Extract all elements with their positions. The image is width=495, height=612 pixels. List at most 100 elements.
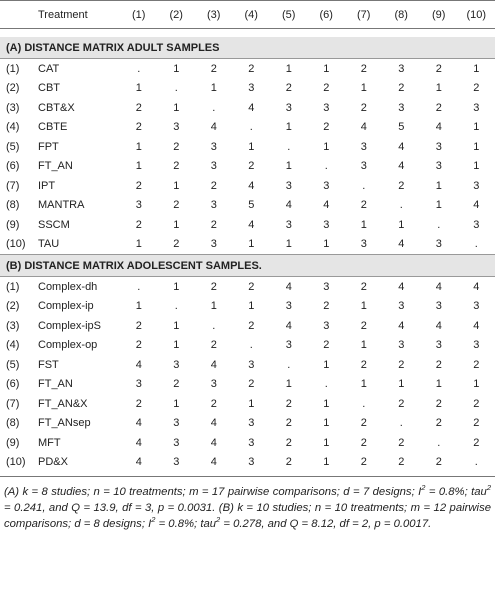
distance: 1 (135, 238, 142, 251)
distance: 2 (248, 62, 255, 75)
distance: 2 (473, 358, 480, 371)
distance: 4 (135, 417, 142, 430)
distance: 1 (173, 101, 180, 114)
distance: 1 (360, 218, 367, 231)
header-cell: (9) (420, 0, 458, 29)
distance: 1 (248, 140, 255, 153)
distance: 3 (173, 417, 180, 430)
distance: 3 (473, 101, 480, 114)
header-cell: (3) (195, 0, 233, 29)
distance: 2 (435, 397, 442, 410)
distance: 4 (248, 101, 255, 114)
distance: 3 (173, 436, 180, 449)
treatment: Complex-dh (38, 280, 98, 293)
distance: 2 (360, 319, 367, 332)
distance: 2 (135, 121, 142, 134)
distance: 3 (473, 179, 480, 192)
distance: 1 (173, 319, 180, 332)
superscript: 2 (151, 515, 156, 525)
distance: . (399, 417, 403, 430)
table-row: (5) FST 4 3 4 3. 1 2 2 2 2 (0, 355, 495, 375)
distance: 1 (323, 397, 330, 410)
treatment: CBTE (38, 121, 68, 134)
distance: 1 (473, 378, 480, 391)
distance: 2 (473, 417, 480, 430)
distance: 1 (248, 238, 255, 251)
header-cell: (5) (270, 0, 308, 29)
table-row: (1) CAT. 1 2 2 1 1 2 3 2 1 (0, 59, 495, 79)
header-cell: (10) (457, 0, 495, 29)
distance: . (362, 397, 366, 410)
row-index: (3) (6, 319, 20, 332)
row-index: (9) (6, 436, 20, 449)
distance: 3 (135, 199, 142, 212)
distance: 1 (173, 280, 180, 293)
distance: 4 (398, 238, 405, 251)
treatment: CAT (38, 62, 60, 75)
header-cell: (7) (345, 0, 383, 29)
distance: 3 (473, 218, 480, 231)
distance-table: Treatment (1) (2) (3) (4) (5) (6) (7) (8) (9) (10)… (0, 0, 495, 473)
table-row: (8) MANTRA 3 2 3 5 4 4 2. 1 4 (0, 196, 495, 216)
distance: 1 (173, 218, 180, 231)
distance: 1 (323, 140, 330, 153)
distance: 3 (248, 417, 255, 430)
distance: 1 (285, 160, 292, 173)
distance: 3 (285, 339, 292, 352)
distance: 2 (360, 358, 367, 371)
table-row: (7) IPT 2 1 2 4 3 3. 2 1 3 (0, 176, 495, 196)
section-title: (A) DISTANCE MATRIX ADULT SAMPLES (0, 37, 495, 59)
distance: 2 (210, 397, 217, 410)
treatment: TAU (38, 238, 60, 251)
distance: 1 (473, 160, 480, 173)
distance: 2 (435, 101, 442, 114)
distance: 2 (435, 358, 442, 371)
table-row: (6) FT_AN 1 2 3 2 1. 3 4 3 1 (0, 157, 495, 177)
table-body: (A) DISTANCE MATRIX ADULT SAMPLES (1) CAT.… (0, 29, 495, 473)
distance: 3 (473, 339, 480, 352)
distance: 1 (435, 378, 442, 391)
distance: . (362, 179, 366, 192)
distance: 2 (285, 417, 292, 430)
treatment: FT_AN&X (38, 397, 88, 410)
row-index: (2) (6, 300, 20, 313)
distance: 4 (398, 160, 405, 173)
distance: 1 (473, 121, 480, 134)
distance: 2 (435, 417, 442, 430)
distance: 4 (248, 218, 255, 231)
distance: 1 (135, 82, 142, 95)
distance: 2 (173, 140, 180, 153)
distance: 3 (360, 140, 367, 153)
table-row: (5) FPT 1 2 3 1. 1 3 4 3 1 (0, 137, 495, 157)
row-index: (9) (6, 218, 20, 231)
footnote: (A) k = 8 studies; n = 10 treatments; m … (0, 476, 495, 532)
distance: 2 (135, 319, 142, 332)
distance: 1 (248, 300, 255, 313)
distance: 4 (210, 436, 217, 449)
distance: 2 (323, 82, 330, 95)
distance: 3 (360, 160, 367, 173)
distance: 2 (135, 339, 142, 352)
treatment: FT_AN (38, 378, 73, 391)
distance: 2 (285, 436, 292, 449)
row-index: (2) (6, 82, 20, 95)
distance: 1 (323, 358, 330, 371)
distance: 1 (360, 82, 367, 95)
distance: . (287, 140, 291, 153)
treatment: MANTRA (38, 199, 85, 212)
table-row: (4) Complex-op 2 1 2. 3 2 1 3 3 3 (0, 336, 495, 356)
header-cell: (2) (157, 0, 195, 29)
distance: 3 (135, 378, 142, 391)
distance: 1 (435, 82, 442, 95)
distance: 2 (360, 280, 367, 293)
table-row: (2) CBT 1. 1 3 2 2 1 2 1 2 (0, 79, 495, 99)
distance: 3 (173, 358, 180, 371)
distance: 2 (135, 397, 142, 410)
distance: 3 (285, 218, 292, 231)
distance: 4 (435, 280, 442, 293)
distance: 2 (210, 179, 217, 192)
distance: . (212, 101, 216, 114)
row-index: (10) (6, 238, 26, 251)
distance: 1 (135, 300, 142, 313)
